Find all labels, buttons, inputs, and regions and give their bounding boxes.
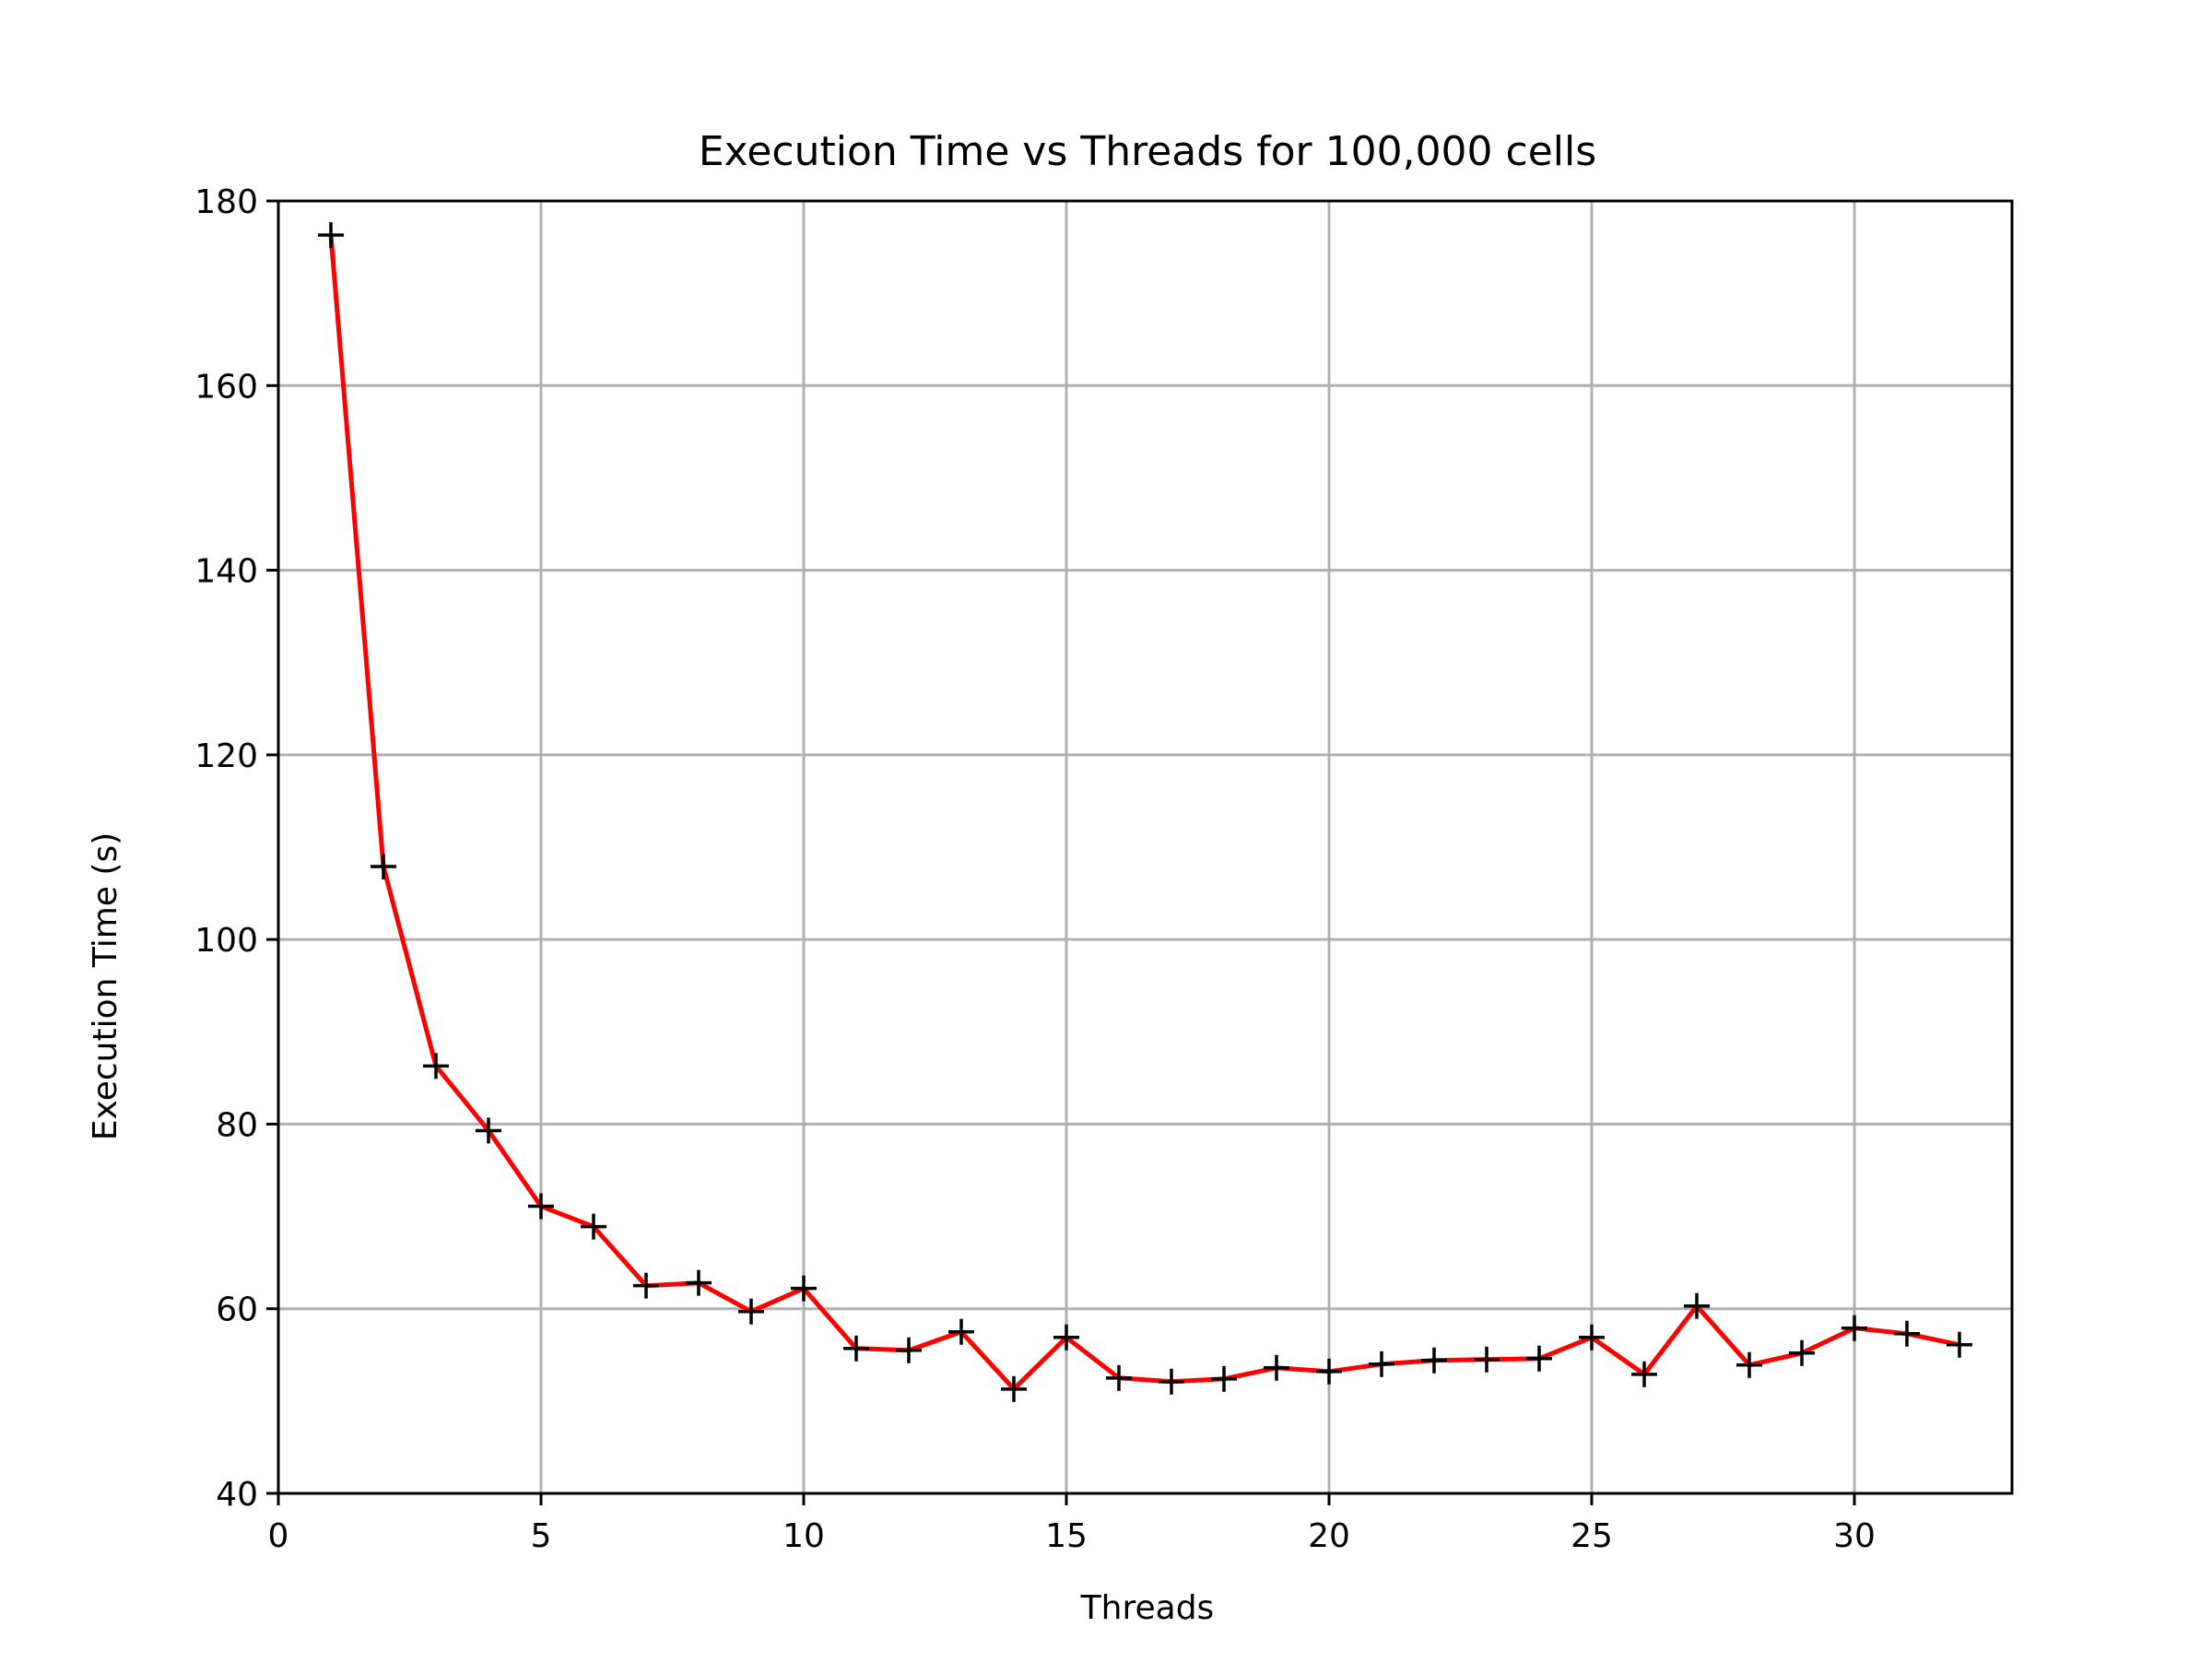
series-layer (318, 222, 1972, 1402)
data-point-marker (1264, 1354, 1289, 1381)
data-point-marker (1211, 1365, 1237, 1392)
data-point-marker (1106, 1364, 1132, 1391)
data-point-marker (1579, 1324, 1605, 1350)
data-point-marker (1736, 1351, 1762, 1378)
data-point-marker (1159, 1368, 1184, 1395)
series-line (328, 234, 1960, 1392)
data-point-marker (843, 1335, 869, 1362)
data-point-marker (1421, 1347, 1447, 1374)
data-point-marker (1841, 1315, 1867, 1341)
data-point-marker (1369, 1350, 1394, 1377)
data-point-marker (476, 1117, 501, 1144)
x-tick-label: 25 (1571, 1517, 1613, 1555)
grid-layer (276, 199, 2012, 1495)
data-point-marker (1684, 1292, 1710, 1319)
x-tick-label: 5 (531, 1517, 552, 1555)
chart-title: Execution Time vs Threads for 100,000 ce… (699, 128, 1596, 175)
data-point-marker (1894, 1320, 1920, 1347)
y-tick-label: 40 (216, 1476, 258, 1514)
y-axis-label: Execution Time (s) (87, 832, 124, 1141)
data-point-marker (1474, 1346, 1500, 1373)
data-point-marker (791, 1275, 817, 1302)
axes-layer: 0 5 10 15 20 25 30 40 60 80 100 120 140 160 180 (194, 183, 2014, 1555)
data-point-marker (423, 1053, 449, 1079)
y-tick-label: 160 (194, 368, 258, 406)
data-point-marker (1053, 1324, 1079, 1350)
y-tick-label: 80 (216, 1106, 258, 1144)
data-point-marker (686, 1269, 712, 1296)
y-tick-label: 140 (194, 553, 258, 591)
data-point-marker (1947, 1331, 1972, 1358)
x-tick-label: 30 (1833, 1517, 1876, 1555)
data-point-marker (528, 1193, 554, 1220)
y-tick-label: 180 (194, 183, 258, 221)
x-tick-label: 15 (1045, 1517, 1088, 1555)
data-point-marker (1316, 1358, 1342, 1385)
plot-frame (276, 199, 2014, 1495)
data-point-marker (738, 1298, 764, 1325)
x-tick-label: 0 (268, 1517, 289, 1555)
x-axis-label: Threads (1080, 1589, 1215, 1627)
data-point-marker (896, 1337, 922, 1363)
data-point-marker (948, 1318, 974, 1345)
x-tick-label: 20 (1308, 1517, 1350, 1555)
data-point-marker (371, 854, 396, 880)
data-point-marker (1001, 1375, 1027, 1402)
data-point-marker (318, 222, 344, 249)
y-tick-label: 120 (194, 737, 258, 775)
data-point-marker (1526, 1345, 1552, 1372)
data-point-marker (1789, 1339, 1815, 1366)
y-tick-label: 100 (194, 922, 258, 960)
data-point-marker (581, 1213, 606, 1240)
y-tick-label: 60 (216, 1291, 258, 1329)
data-point-marker (633, 1272, 659, 1299)
x-tick-label: 10 (782, 1517, 825, 1555)
data-point-marker (1631, 1361, 1657, 1387)
